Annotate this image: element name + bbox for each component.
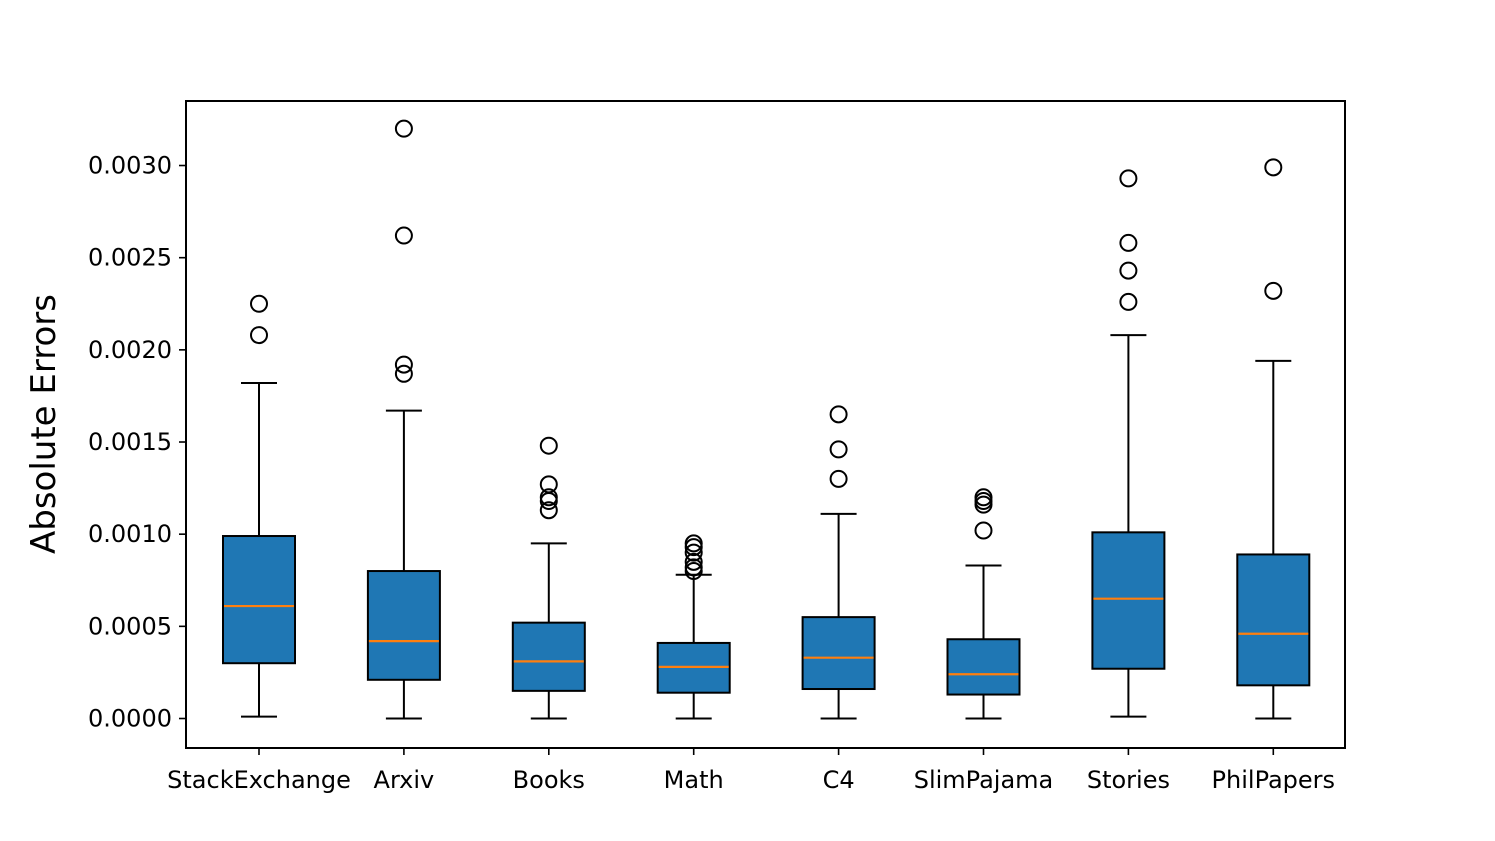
outlier-point <box>1264 158 1283 177</box>
iqr-box <box>946 638 1021 696</box>
iqr-box <box>511 621 586 692</box>
x-tick-label: Math <box>664 766 724 794</box>
outlier-point <box>539 491 558 510</box>
plot-frame <box>185 100 1346 749</box>
outlier-point <box>974 521 993 540</box>
outlier-point <box>1119 233 1138 252</box>
outlier-point <box>1119 261 1138 280</box>
box-philpapers <box>1236 158 1311 720</box>
outlier-point <box>684 538 703 557</box>
outlier-point <box>1119 169 1138 188</box>
outlier-point <box>539 501 558 520</box>
y-tick-label: 0.0005 <box>88 612 172 640</box>
iqr-box <box>1091 531 1166 670</box>
box-math <box>656 534 731 720</box>
y-tick-label: 0.0030 <box>88 152 172 180</box>
outlier-point <box>539 436 558 455</box>
outlier-point <box>974 491 993 510</box>
outlier-point <box>1119 292 1138 311</box>
x-tick-label: Arxiv <box>374 766 435 794</box>
y-tick-label: 0.0015 <box>88 428 172 456</box>
x-tick-label: SlimPajama <box>914 766 1054 794</box>
x-tick-label: C4 <box>823 766 855 794</box>
outlier-point <box>684 543 703 562</box>
outlier-point <box>394 364 413 383</box>
outlier-point <box>1264 281 1283 300</box>
iqr-box <box>222 535 296 665</box>
box-slimpajama <box>946 488 1021 720</box>
iqr-box <box>801 616 876 691</box>
box-stackexchange <box>222 294 296 718</box>
y-tick-label: 0.0000 <box>88 705 172 733</box>
box-stories <box>1091 169 1166 718</box>
outlier-point <box>394 226 413 245</box>
iqr-box <box>366 570 441 681</box>
x-tick-label: Books <box>513 766 585 794</box>
outlier-point <box>250 294 268 313</box>
outlier-point <box>829 440 848 459</box>
box-arxiv <box>366 119 441 720</box>
iqr-box <box>1236 553 1311 687</box>
outlier-point <box>684 562 703 581</box>
outlier-point <box>394 355 413 374</box>
y-tick-label: 0.0010 <box>88 520 172 548</box>
y-axis-title: Absolute Errors <box>24 294 64 554</box>
outlier-point <box>394 119 413 138</box>
y-axis: 0.0000 0.0005 0.0010 0.0015 0.0020 0.0025 0.00… <box>88 152 186 733</box>
box-c4 <box>801 405 876 720</box>
x-tick-label: PhilPapers <box>1212 766 1336 794</box>
y-tick-label: 0.0025 <box>88 244 172 272</box>
outlier-point <box>684 552 703 571</box>
x-tick-label: StackExchange <box>167 766 351 794</box>
y-tick-label: 0.0020 <box>88 336 172 364</box>
outlier-point <box>250 326 268 345</box>
box-books <box>511 436 586 720</box>
outlier-point <box>974 495 993 514</box>
outlier-point <box>829 469 848 488</box>
plot-area <box>222 119 1311 720</box>
outlier-point <box>829 405 848 424</box>
outlier-point <box>684 534 703 553</box>
x-axis: StackExchange Arxiv Books Math C4 SlimPajama S… <box>167 748 1335 794</box>
x-tick-label: Stories <box>1087 766 1170 794</box>
